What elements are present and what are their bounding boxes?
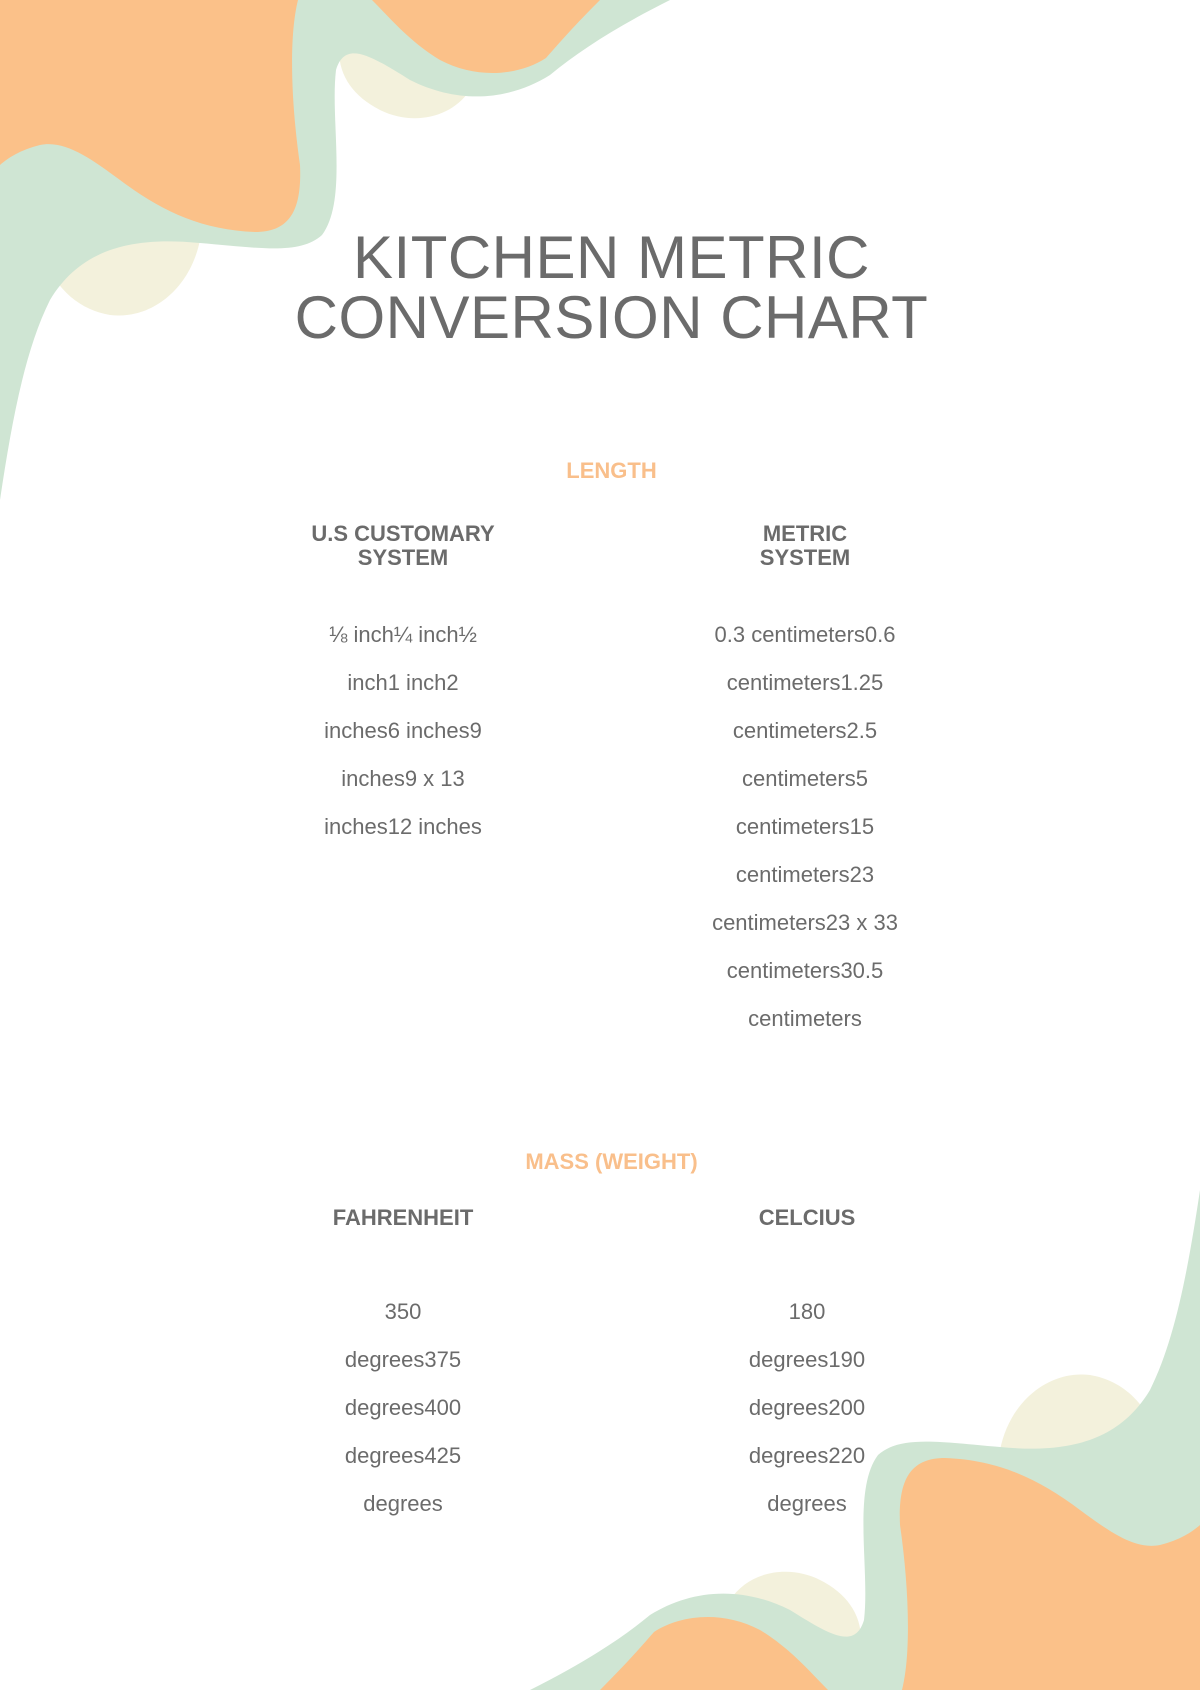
list-item: centimeters xyxy=(748,1006,862,1031)
list-item: degrees xyxy=(767,1491,847,1516)
header-line: SYSTEM xyxy=(759,545,851,570)
mass-section-heading: MASS (WEIGHT) xyxy=(525,1149,698,1174)
list-item: centimeters2.5 xyxy=(732,718,878,743)
list-item: degrees200 xyxy=(748,1395,866,1420)
bottom-right-wave-decoration xyxy=(530,1190,1200,1690)
celcius-column: CELCIUS 180 degrees190 degrees200 degree… xyxy=(607,1206,1007,1528)
list-item: degrees400 xyxy=(344,1395,462,1420)
list-item: centimeters23 x 33 xyxy=(712,910,898,935)
list-item: ⅛ inch¼ inch½ xyxy=(329,622,477,647)
list-item: degrees xyxy=(363,1491,443,1516)
header-line: U.S CUSTOMARY xyxy=(311,521,495,546)
list-item: 180 xyxy=(788,1299,826,1324)
list-item: inches12 inches xyxy=(324,814,482,839)
header-line: SYSTEM xyxy=(357,545,449,570)
list-item: centimeters5 xyxy=(742,766,868,791)
length-section-heading: LENGTH xyxy=(566,458,657,483)
list-item: inches9 x 13 xyxy=(341,766,465,791)
list-item: centimeters1.25 xyxy=(726,670,884,695)
list-item: degrees425 xyxy=(344,1443,462,1468)
title-line-1: KITCHEN METRIC xyxy=(353,224,870,291)
list-item: inch1 inch2 xyxy=(347,670,459,695)
title-line-2: CONVERSION CHART xyxy=(294,284,929,351)
list-item: degrees190 xyxy=(748,1347,866,1372)
top-left-wave-decoration xyxy=(0,0,670,500)
fahrenheit-header: FAHRENHEIT xyxy=(332,1205,474,1230)
length-metric-column: METRIC SYSTEM 0.3 centimeters0.6 centime… xyxy=(605,522,1005,1043)
celcius-header: CELCIUS xyxy=(758,1205,856,1230)
list-item: centimeters30.5 xyxy=(726,958,884,983)
list-item: degrees375 xyxy=(344,1347,462,1372)
fahrenheit-column: FAHRENHEIT 350 degrees375 degrees400 deg… xyxy=(203,1206,603,1528)
list-item: inches6 inches9 xyxy=(324,718,482,743)
list-item: centimeters23 xyxy=(735,862,875,887)
list-item: 0.3 centimeters0.6 xyxy=(714,622,896,647)
list-item: degrees220 xyxy=(748,1443,866,1468)
header-line: METRIC xyxy=(762,521,848,546)
length-us-column: U.S CUSTOMARY SYSTEM ⅛ inch¼ inch½ inch1… xyxy=(203,522,603,851)
page-title: KITCHEN METRIC CONVERSION CHART xyxy=(0,228,1200,348)
metric-system-header: METRIC SYSTEM xyxy=(605,522,1005,570)
us-customary-header: U.S CUSTOMARY SYSTEM xyxy=(203,522,603,570)
list-item: centimeters15 xyxy=(735,814,875,839)
list-item: 350 xyxy=(384,1299,422,1324)
